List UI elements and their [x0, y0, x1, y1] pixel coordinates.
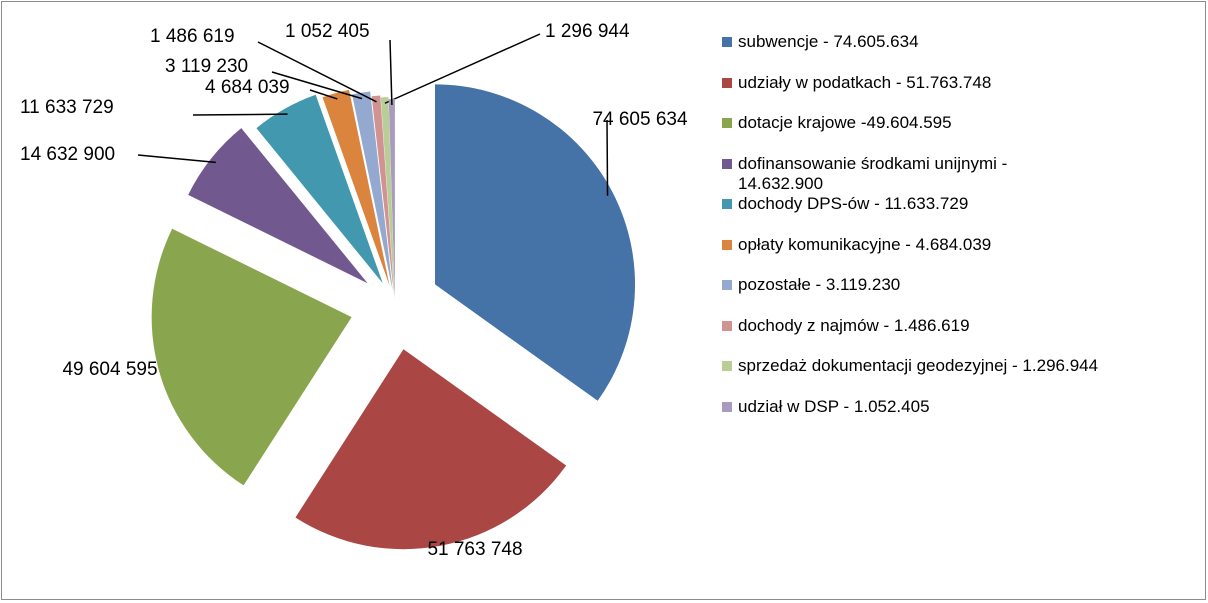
legend-swatch — [722, 118, 732, 128]
leader-line — [192, 113, 288, 116]
legend-item: dochody DPS-ów - 11.633.729 — [722, 194, 968, 214]
legend-label: dochody DPS-ów - 11.633.729 — [738, 194, 969, 213]
pie-slice — [388, 99, 395, 300]
leader-line — [606, 119, 609, 196]
leader-line — [384, 33, 541, 104]
data-label: 1 052 405 — [285, 21, 370, 42]
leader-line — [271, 71, 363, 100]
legend-label: sprzedaż dokumentacji geodezyjnej - 1.29… — [738, 356, 1099, 375]
legend-item: udziały w podatkach - 51.763.748 — [722, 73, 991, 93]
legend-item: sprzedaż dokumentacji geodezyjnej - 1.29… — [722, 356, 1098, 376]
legend-label: dochody z najmów - 1.486.619 — [738, 315, 970, 335]
legend-label: subwencje - 74.605.634 — [738, 32, 919, 51]
legend-label: dotacje krajowe -49.604.595 — [738, 113, 952, 132]
data-label: 51 763 748 — [427, 539, 522, 560]
legend-swatch — [722, 280, 732, 290]
data-label: 1 296 944 — [545, 21, 630, 42]
data-label: 74 605 634 — [592, 109, 688, 130]
legend-item: dochody z najmów - 1.486.619 — [722, 316, 970, 336]
legend-label: opłaty komunikacyjne - 4.684.039 — [738, 234, 992, 254]
legend-swatch — [722, 158, 732, 169]
data-label: 49 604 595 — [62, 359, 157, 380]
data-label: 11 633 729 — [20, 97, 114, 118]
legend-swatch — [722, 199, 732, 209]
pie-slice — [151, 228, 352, 486]
data-label: 3 119 230 — [165, 56, 248, 77]
legend-item: dotacje krajowe -49.604.595 — [722, 113, 952, 133]
pie-slice — [352, 91, 393, 291]
data-label: 1 486 619 — [150, 26, 235, 47]
pie-slice — [371, 95, 395, 296]
pie-slice — [295, 349, 567, 550]
leader-line — [257, 41, 377, 103]
leader-line — [137, 154, 216, 164]
data-label: 14 632 900 — [20, 144, 115, 165]
data-label: 4 684 039 — [205, 77, 290, 98]
pie-slice — [188, 128, 368, 284]
pie-slice — [256, 94, 383, 284]
legend-item: subwencje - 74.605.634 — [722, 32, 919, 52]
legend-item: pozostałe - 3.119.230 — [722, 275, 900, 295]
legend-item: opłaty komunikacyjne - 4.684.039 — [722, 235, 991, 255]
legend-item: dofinansowanie środkami unijnymi - 14.63… — [722, 154, 1072, 194]
legend-swatch — [722, 37, 732, 47]
legend-swatch — [722, 401, 732, 412]
legend-label: pozostałe - 3.119.230 — [738, 275, 901, 294]
legend-label: dofinansowanie środkami unijnymi - 14.63… — [738, 153, 1008, 193]
pie-slice — [435, 84, 636, 401]
legend-swatch — [722, 361, 732, 371]
leader-line — [309, 89, 338, 100]
legend-swatch — [722, 239, 732, 250]
leader-line — [389, 39, 393, 106]
legend-item: udział w DSP - 1.052.405 — [722, 397, 930, 417]
pie-slice — [380, 97, 395, 298]
legend-swatch — [722, 320, 732, 331]
pie-slice — [322, 89, 390, 286]
legend-label: udziały w podatkach - 51.763.748 — [738, 72, 992, 92]
legend-label: udział w DSP - 1.052.405 — [738, 396, 930, 416]
legend-swatch — [722, 77, 732, 88]
